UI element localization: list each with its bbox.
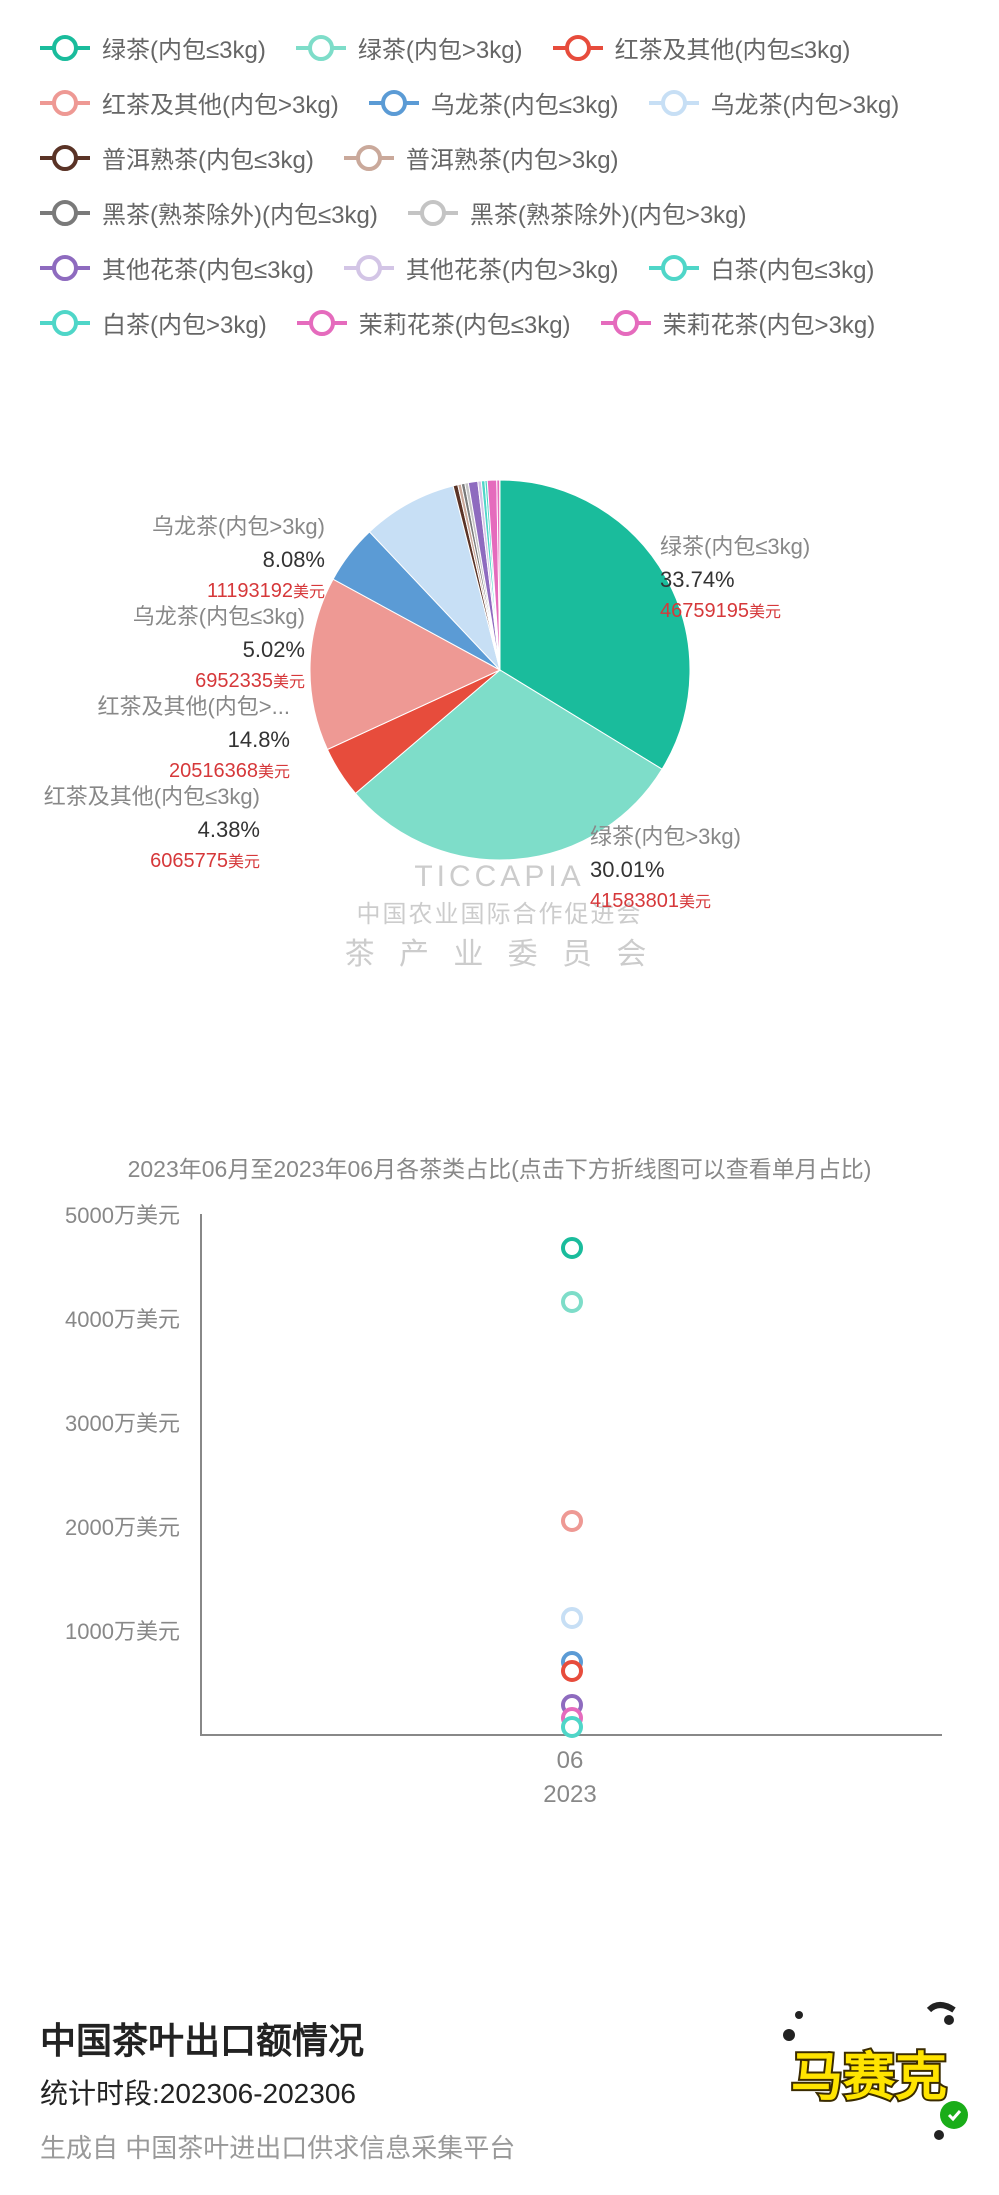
pie-chart[interactable] <box>300 470 700 870</box>
legend-marker-icon <box>344 148 394 168</box>
legend-label: 普洱熟茶(内包>3kg) <box>406 140 619 175</box>
legend-item[interactable]: 白茶(内包>3kg) <box>40 305 267 340</box>
legend-label: 绿茶(内包≤3kg) <box>102 30 266 65</box>
legend-item[interactable]: 黑茶(熟茶除外)(内包≤3kg) <box>40 195 378 230</box>
legend-marker-icon <box>369 93 419 113</box>
legend-item[interactable]: 普洱熟茶(内包>3kg) <box>344 140 619 175</box>
legend-marker-icon <box>408 203 458 223</box>
legend-marker-icon <box>40 93 90 113</box>
legend-marker-icon <box>553 38 603 58</box>
legend-label: 茉莉花茶(内包>3kg) <box>663 305 876 340</box>
legend-marker-icon <box>40 148 90 168</box>
y-axis: 1000万美元2000万美元3000万美元4000万美元5000万美元 <box>0 1214 190 1734</box>
legend-label: 其他花茶(内包≤3kg) <box>102 250 314 285</box>
x-axis-label: 06 2023 <box>200 1744 940 1811</box>
y-tick-label: 2000万美元 <box>65 1510 180 1542</box>
y-tick-label: 3000万美元 <box>65 1406 180 1438</box>
legend-item[interactable]: 其他花茶(内包>3kg) <box>344 250 619 285</box>
legend-marker-icon <box>649 258 699 278</box>
data-point[interactable] <box>561 1510 583 1532</box>
legend-item[interactable]: 黑茶(熟茶除外)(内包>3kg) <box>408 195 747 230</box>
legend-item[interactable]: 白茶(内包≤3kg) <box>649 250 875 285</box>
legend: 绿茶(内包≤3kg) 绿茶(内包>3kg) 红茶及其他(内包≤3kg) 红茶及其他(内… <box>0 0 999 340</box>
legend-label: 绿茶(内包>3kg) <box>358 30 523 65</box>
data-point[interactable] <box>561 1607 583 1629</box>
line-chart[interactable]: 1000万美元2000万美元3000万美元4000万美元5000万美元 06 2… <box>0 1214 999 1834</box>
legend-label: 普洱熟茶(内包≤3kg) <box>102 140 314 175</box>
legend-label: 红茶及其他(内包>3kg) <box>102 85 339 120</box>
legend-label: 乌龙茶(内包≤3kg) <box>431 85 619 120</box>
y-tick-label: 4000万美元 <box>65 1302 180 1334</box>
legend-label: 其他花茶(内包>3kg) <box>406 250 619 285</box>
y-tick-label: 5000万美元 <box>65 1198 180 1230</box>
pie-label: 红茶及其他(内包>...14.8%20516368美元 <box>60 690 290 786</box>
legend-marker-icon <box>40 258 90 278</box>
legend-item[interactable]: 茉莉花茶(内包≤3kg) <box>297 305 571 340</box>
pie-label: 乌龙茶(内包>3kg)8.08%11193192美元 <box>95 510 325 606</box>
legend-item[interactable]: 其他花茶(内包≤3kg) <box>40 250 314 285</box>
legend-marker-icon <box>297 313 347 333</box>
legend-item[interactable]: 绿茶(内包≤3kg) <box>40 30 266 65</box>
legend-label: 红茶及其他(内包≤3kg) <box>615 30 851 65</box>
data-point[interactable] <box>561 1660 583 1682</box>
pie-label: 红茶及其他(内包≤3kg)4.38%6065775美元 <box>30 780 260 876</box>
legend-item[interactable]: 乌龙茶(内包≤3kg) <box>369 85 619 120</box>
pie-label: 绿茶(内包≤3kg)33.74%46759195美元 <box>660 530 810 626</box>
legend-marker-icon <box>40 38 90 58</box>
legend-marker-icon <box>40 313 90 333</box>
data-point[interactable] <box>561 1237 583 1259</box>
qr-sticker[interactable]: 马赛克 <box>769 1995 969 2165</box>
legend-marker-icon <box>40 203 90 223</box>
legend-label: 茉莉花茶(内包≤3kg) <box>359 305 571 340</box>
svg-text:马赛克: 马赛克 <box>791 2049 947 2107</box>
plot-area <box>200 1214 942 1736</box>
pie-label: 绿茶(内包>3kg)30.01%41583801美元 <box>590 820 741 916</box>
legend-item[interactable]: 红茶及其他(内包≤3kg) <box>553 30 851 65</box>
legend-label: 白茶(内包≤3kg) <box>711 250 875 285</box>
legend-marker-icon <box>344 258 394 278</box>
legend-label: 白茶(内包>3kg) <box>102 305 267 340</box>
legend-item[interactable]: 绿茶(内包>3kg) <box>296 30 523 65</box>
legend-item[interactable]: 红茶及其他(内包>3kg) <box>40 85 339 120</box>
legend-label: 黑茶(熟茶除外)(内包≤3kg) <box>102 195 378 230</box>
legend-label: 乌龙茶(内包>3kg) <box>711 85 900 120</box>
legend-marker-icon <box>601 313 651 333</box>
legend-item[interactable]: 茉莉花茶(内包>3kg) <box>601 305 876 340</box>
pie-chart-area: TICCAPIA 中国农业国际合作促进会 茶 产 业 委 员 会 绿茶(内包≤3… <box>0 340 999 1140</box>
data-point[interactable] <box>561 1716 583 1738</box>
line-chart-subtitle: 2023年06月至2023年06月各茶类占比(点击下方折线图可以查看单月占比) <box>0 1140 999 1204</box>
legend-item[interactable]: 普洱熟茶(内包≤3kg) <box>40 140 314 175</box>
pie-label: 乌龙茶(内包≤3kg)5.02%6952335美元 <box>75 600 305 696</box>
legend-label: 黑茶(熟茶除外)(内包>3kg) <box>470 195 747 230</box>
data-point[interactable] <box>561 1291 583 1313</box>
legend-marker-icon <box>649 93 699 113</box>
y-tick-label: 1000万美元 <box>65 1614 180 1646</box>
legend-item[interactable]: 乌龙茶(内包>3kg) <box>649 85 900 120</box>
legend-marker-icon <box>296 38 346 58</box>
